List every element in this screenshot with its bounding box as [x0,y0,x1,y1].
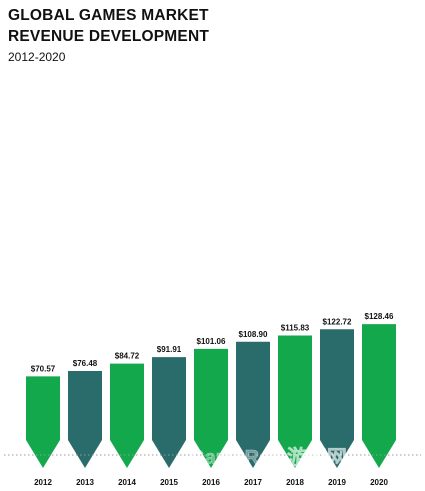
value-label-2013: $76.48 [73,359,98,368]
x-tick-label-2019: 2019 [328,478,346,487]
chart-title: GLOBAL GAMES MARKET REVENUE DEVELOPMENT [8,5,209,47]
x-tick-label-2020: 2020 [370,478,388,487]
value-label-2016: $101.06 [197,337,226,346]
bar-2019 [320,329,354,468]
x-tick-label-2018: 2018 [286,478,304,487]
value-label-2015: $91.91 [157,345,182,354]
bar-2013 [68,371,102,468]
bar-2020 [362,324,396,468]
value-label-2019: $122.72 [323,317,352,326]
x-tick-label-2015: 2015 [160,478,178,487]
value-label-2014: $84.72 [115,352,140,361]
value-label-2012: $70.57 [31,364,56,373]
bar-2012 [26,376,60,468]
x-tick-label-2016: 2016 [202,478,220,487]
value-label-2020: $128.46 [365,312,394,321]
label-group: $70.57 2012 $76.48 2013 $84.72 2014 $91.91 2015… [31,312,394,487]
bar-group [26,324,396,468]
chart-subtitle: 2012-2020 [8,50,66,64]
chart-title-line-1: GLOBAL GAMES MARKET [8,7,209,24]
x-tick-label-2012: 2012 [34,478,52,487]
x-tick-label-2013: 2013 [76,478,94,487]
value-label-2018: $115.83 [281,324,310,333]
chart-title-line-2: REVENUE DEVELOPMENT [8,28,210,45]
bar-2014 [110,363,144,468]
x-tick-label-2017: 2017 [244,478,262,487]
bar-2015 [152,357,186,468]
x-tick-label-2014: 2014 [118,478,136,487]
bar-2017 [236,341,270,468]
watermark: GameRes 游资网 [189,445,347,469]
bar-2016 [194,348,228,468]
value-label-2017: $108.90 [239,330,268,339]
bar-2018 [278,335,312,468]
